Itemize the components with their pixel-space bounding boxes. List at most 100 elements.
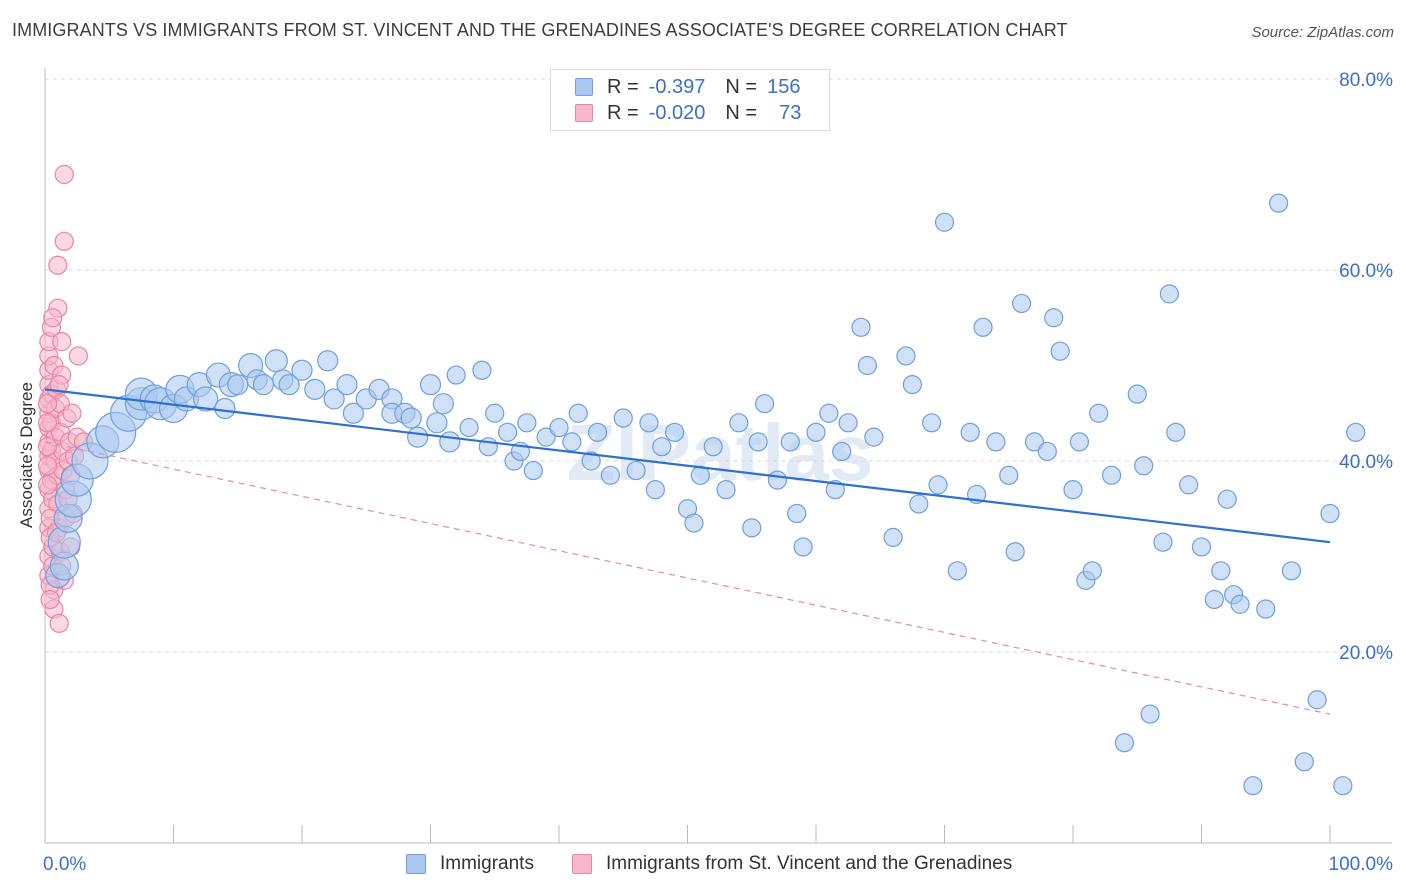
data-point (1204, 589, 1224, 610)
data-point (973, 317, 993, 337)
data-point (581, 451, 601, 471)
data-point (342, 402, 364, 424)
data-point (665, 422, 685, 442)
data-point (37, 437, 58, 457)
data-point (587, 422, 608, 442)
legend-n-label: N = (725, 101, 758, 124)
legend-r-value: -0.020 (648, 101, 706, 124)
data-point (780, 432, 800, 452)
data-point (523, 460, 543, 481)
data-point (1063, 480, 1083, 500)
data-point (1294, 752, 1314, 772)
data-point (278, 374, 300, 396)
data-point (37, 394, 58, 414)
data-point (459, 417, 479, 438)
data-point (787, 503, 807, 524)
legend-r-label: R = (607, 75, 639, 98)
data-point (214, 397, 236, 420)
chart-title: IMMIGRANTS VS IMMIGRANTS FROM ST. VINCEN… (12, 20, 1068, 40)
data-point (1191, 537, 1212, 557)
data-point (568, 403, 588, 423)
data-point (1153, 532, 1173, 552)
data-point (1127, 384, 1147, 404)
y-tick-label: 80.0% (1339, 70, 1393, 91)
grid-lines (45, 78, 1392, 653)
bottom-swatch-pink (572, 854, 592, 874)
data-point (485, 403, 505, 423)
data-point (252, 374, 275, 396)
data-point (264, 349, 288, 373)
data-point (1346, 422, 1366, 442)
data-point (1320, 503, 1340, 524)
data-point (37, 475, 58, 495)
data-point (227, 374, 249, 396)
data-point (767, 470, 788, 490)
legend-n-label: N = (725, 75, 758, 98)
data-point (419, 374, 442, 396)
data-point (928, 475, 948, 495)
data-point (336, 374, 358, 396)
data-point (716, 480, 736, 500)
data-point (729, 413, 749, 433)
data-point (960, 422, 980, 442)
data-point (1024, 432, 1045, 452)
y-tick-label: 20.0% (1339, 643, 1393, 664)
data-point (317, 350, 339, 372)
data-point (68, 346, 89, 366)
data-point (1044, 308, 1064, 328)
data-point (291, 359, 313, 381)
data-point (902, 375, 922, 395)
data-point (40, 589, 60, 610)
y-axis-label: Associate's Degree (17, 382, 36, 528)
immigrants-trend-line (44, 388, 1331, 544)
data-point (1037, 441, 1057, 462)
data-point (400, 407, 422, 429)
data-point (1166, 422, 1186, 442)
correlation-legend: R = -0.397 N = 156 R = -0.020 N = 73 (550, 69, 830, 131)
data-point (43, 308, 63, 328)
data-point (62, 403, 82, 423)
data-point (1268, 193, 1289, 213)
data-point (426, 412, 448, 434)
legend-swatch-blue (575, 78, 593, 96)
data-point (793, 537, 813, 557)
data-point (1134, 456, 1154, 476)
data-point (754, 394, 775, 414)
data-point (1211, 561, 1231, 581)
data-point (613, 408, 633, 428)
data-point (748, 432, 768, 452)
svg-trend-line (44, 441, 1331, 715)
data-point (600, 465, 621, 485)
data-point (864, 427, 884, 447)
data-point (517, 413, 537, 433)
x-tick-label: 100.0% (1329, 854, 1394, 875)
data-point (323, 388, 345, 410)
data-point (1256, 599, 1276, 619)
y-tick-label: 60.0% (1339, 261, 1393, 282)
legend-swatch-pink (575, 104, 593, 122)
data-point (1089, 403, 1109, 423)
data-point (1082, 561, 1102, 581)
data-point (549, 417, 569, 438)
data-point (1243, 776, 1263, 796)
data-point (1307, 690, 1327, 710)
immigrants-series-points (45, 193, 1366, 796)
data-point (193, 386, 219, 412)
trend-lines (44, 388, 1331, 715)
data-point (1114, 733, 1135, 753)
data-point (472, 360, 492, 380)
data-point (49, 613, 69, 633)
legend-row-immigrants: R = -0.397 N = 156 (575, 74, 800, 100)
data-point (857, 355, 878, 376)
data-point (54, 164, 74, 185)
legend-r-value: -0.397 (648, 75, 706, 98)
data-point (37, 413, 58, 433)
data-point (825, 480, 845, 500)
data-point (896, 346, 916, 366)
data-point (832, 441, 852, 462)
data-point (883, 527, 903, 548)
data-point (432, 393, 454, 415)
data-point (819, 403, 839, 423)
data-point (999, 465, 1019, 485)
